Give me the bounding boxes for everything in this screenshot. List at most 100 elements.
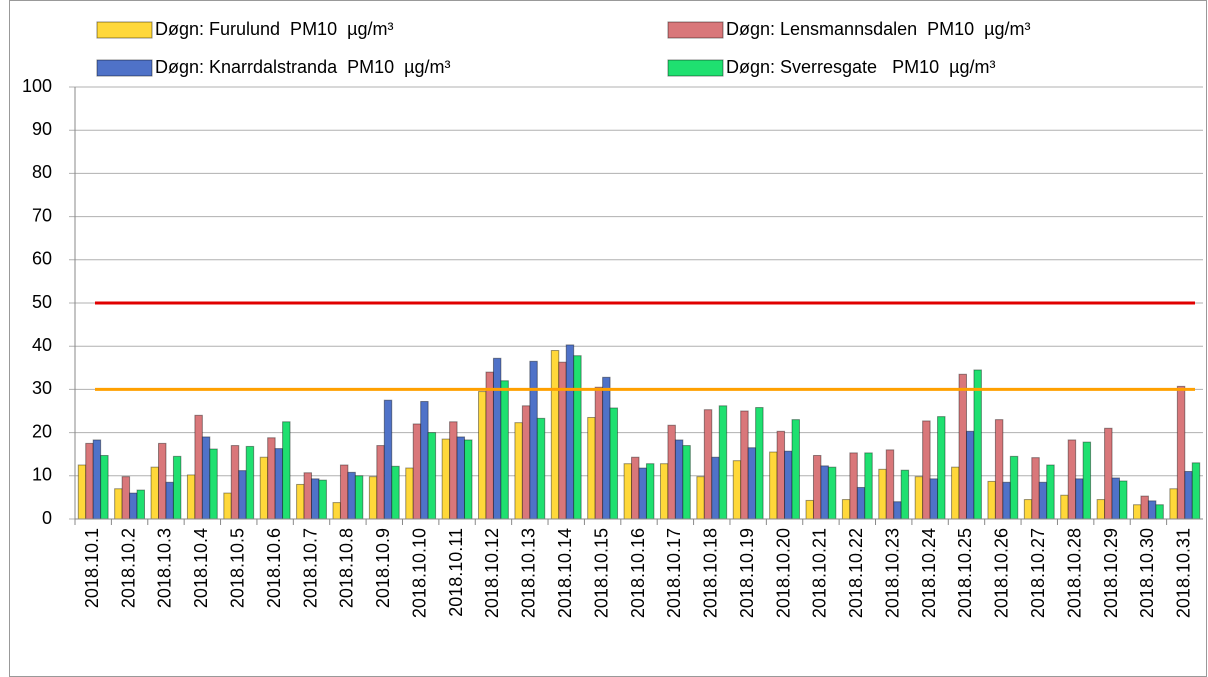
y-tick-label: 50 [32, 292, 52, 312]
bar [114, 488, 123, 520]
bar [303, 472, 313, 520]
bar [1133, 504, 1142, 520]
x-tick-label: 2018.10.23 [882, 528, 902, 618]
bar [136, 489, 145, 520]
y-tick-label: 0 [42, 508, 52, 528]
bar [937, 416, 946, 520]
bar [230, 445, 240, 520]
bar [755, 407, 764, 520]
bar [558, 361, 567, 520]
bar [427, 432, 437, 520]
bar [791, 419, 800, 520]
bar [282, 421, 291, 520]
bar [732, 460, 742, 520]
bar [209, 448, 218, 520]
bar [1111, 477, 1120, 520]
legend-label: Døgn: Knarrdalstranda PM10 µg/m³ [155, 57, 451, 77]
bar [92, 439, 102, 520]
bar [784, 450, 793, 520]
x-tick-label: 2018.10.10 [409, 528, 429, 618]
bar [645, 463, 655, 520]
x-tick-label: 2018.10.13 [519, 528, 539, 618]
bar [77, 464, 87, 520]
bar [1023, 499, 1033, 520]
bar [893, 501, 902, 520]
x-tick-label: 2018.10.8 [337, 528, 357, 608]
bar [100, 454, 109, 520]
y-tick-label: 70 [32, 205, 52, 225]
bar [318, 479, 327, 520]
bar [121, 476, 131, 520]
bar [1096, 499, 1106, 520]
x-tick-label: 2018.10.18 [701, 528, 721, 618]
x-tick-label: 2018.10.5 [227, 528, 247, 608]
bar [492, 357, 502, 520]
bar [841, 499, 851, 520]
bar [1046, 464, 1055, 520]
x-tick-label: 2018.10.17 [664, 528, 684, 618]
bar [354, 475, 364, 520]
bar [201, 436, 211, 520]
x-tick-label: 2018.10.4 [191, 528, 211, 608]
bar [449, 421, 458, 520]
bar [1155, 504, 1164, 520]
bar [311, 478, 320, 520]
y-tick-label: 60 [32, 249, 52, 269]
bar [464, 439, 473, 520]
bar [1031, 457, 1040, 520]
bar [1104, 427, 1113, 520]
bar [441, 438, 451, 520]
y-tick-label: 80 [32, 162, 52, 182]
bar [245, 445, 255, 520]
x-tick-label: 2018.10.21 [810, 528, 830, 618]
x-tick-label: 2018.10.22 [846, 528, 866, 618]
bar [594, 386, 604, 520]
bar [667, 424, 676, 520]
bar [587, 416, 596, 520]
bar [296, 483, 305, 520]
y-tick-label: 20 [32, 421, 52, 441]
x-tick-label: 2018.10.30 [1137, 528, 1157, 618]
x-tick-label: 2018.10.19 [737, 528, 757, 618]
bar [529, 360, 538, 520]
bar [456, 436, 466, 520]
y-tick-label: 90 [32, 119, 52, 139]
bar [420, 400, 429, 520]
y-tick-label: 100 [22, 76, 52, 96]
bar [805, 499, 814, 520]
bar [659, 463, 669, 520]
bar [1002, 481, 1011, 520]
bar [1191, 462, 1201, 520]
bar [500, 380, 509, 520]
legend-swatch [96, 59, 153, 77]
y-tick-label: 30 [32, 378, 52, 398]
legend-label: Døgn: Furulund PM10 µg/m³ [155, 19, 393, 39]
bar [827, 466, 837, 520]
bar [623, 463, 633, 520]
x-tick-label: 2018.10.6 [264, 528, 284, 608]
bar [1176, 385, 1186, 520]
bar [274, 448, 284, 520]
x-tick-label: 2018.10.11 [446, 528, 466, 617]
x-tick-label: 2018.10.7 [300, 528, 320, 608]
bar [521, 405, 531, 520]
bar [550, 350, 560, 520]
bar [536, 417, 546, 520]
bar [1038, 481, 1048, 520]
bar [864, 452, 873, 520]
x-tick-label: 2018.10.27 [1028, 528, 1048, 618]
bar [965, 430, 975, 520]
bar [1082, 441, 1092, 520]
y-tick-label: 10 [32, 465, 52, 485]
bar [129, 492, 138, 520]
bar [405, 467, 414, 520]
x-tick-label: 2018.10.20 [773, 528, 793, 618]
bar [85, 442, 94, 520]
bar [776, 430, 786, 520]
bar [158, 442, 167, 520]
bar [391, 465, 400, 520]
bar [711, 456, 720, 520]
x-tick-label: 2018.10.12 [482, 528, 502, 618]
bar [951, 466, 960, 520]
